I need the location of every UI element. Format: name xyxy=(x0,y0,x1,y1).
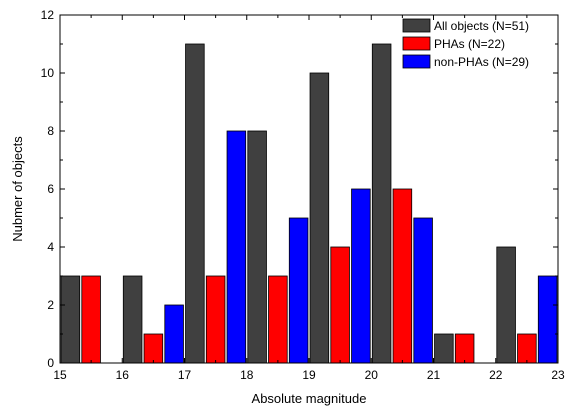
bar-phas-bin-20 xyxy=(392,188,413,364)
x-tick-label: 20 xyxy=(365,368,379,382)
legend-label: non-PHAs (N=29) xyxy=(434,55,529,69)
bar-all-bin-20 xyxy=(371,43,392,364)
legend: All objects (N=51) PHAs (N=22) non-PHAs (N… xyxy=(402,18,529,69)
bar-all-bin-17 xyxy=(185,43,205,364)
bar-non-phas-bin-19 xyxy=(351,188,371,364)
bar-phas-bin-19 xyxy=(330,246,350,364)
bar-non-phas-bin-16 xyxy=(164,304,184,364)
y-tick-label: 6 xyxy=(47,182,54,196)
legend-label: PHAs (N=22) xyxy=(434,37,505,51)
y-tick-label: 4 xyxy=(47,240,54,254)
y-tick-label: 10 xyxy=(41,66,55,80)
bars-layer xyxy=(60,43,558,364)
legend-swatch xyxy=(402,36,431,51)
bar-all-bin-15 xyxy=(60,275,81,364)
bar-non-phas-bin-22 xyxy=(537,275,558,364)
y-tick-label: 2 xyxy=(47,298,54,312)
x-tick-label: 15 xyxy=(53,368,67,382)
bar-phas-bin-22 xyxy=(517,333,537,364)
x-tick-label: 21 xyxy=(427,368,441,382)
bar-all-bin-19 xyxy=(309,72,330,364)
bar-phas-bin-21 xyxy=(454,333,475,364)
ticks-layer: 15 16 17 18 19 20 21 22 23 0 2 4 6 8 10 12 xyxy=(41,8,565,382)
legend-swatch xyxy=(402,54,431,69)
bar-non-phas-bin-17 xyxy=(226,130,247,364)
x-tick-label: 17 xyxy=(178,368,192,382)
bar-phas-bin-15 xyxy=(81,275,101,364)
x-axis-title: Absolute magnitude xyxy=(252,391,367,406)
bar-all-bin-16 xyxy=(122,275,143,364)
bar-all-bin-21 xyxy=(434,333,454,364)
legend-label: All objects (N=51) xyxy=(434,19,529,33)
y-tick-label: 0 xyxy=(47,356,54,370)
bar-all-bin-22 xyxy=(496,246,516,364)
bar-phas-bin-17 xyxy=(205,275,226,364)
y-tick-label: 12 xyxy=(41,8,55,22)
y-axis-title: Nubmer of objects xyxy=(10,136,25,242)
legend-swatch xyxy=(402,18,431,33)
bar-non-phas-bin-20 xyxy=(413,217,433,364)
x-tick-label: 22 xyxy=(489,368,503,382)
x-tick-label: 18 xyxy=(240,368,254,382)
bar-all-bin-18 xyxy=(247,130,267,364)
bar-non-phas-bin-18 xyxy=(288,217,309,364)
bar-phas-bin-18 xyxy=(268,275,288,364)
y-tick-label: 8 xyxy=(47,124,54,138)
x-tick-label: 19 xyxy=(302,368,316,382)
bar-phas-bin-16 xyxy=(143,333,164,364)
x-tick-label: 23 xyxy=(551,368,565,382)
x-tick-label: 16 xyxy=(116,368,130,382)
